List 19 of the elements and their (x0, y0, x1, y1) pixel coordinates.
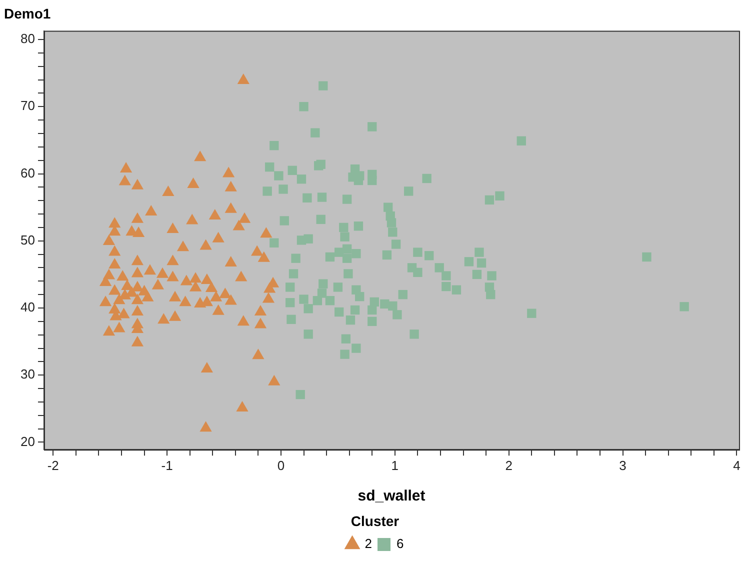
chart-title: Demo1 (4, 5, 51, 22)
x-tick-label: 1 (391, 458, 399, 473)
y-tick-label: 30 (20, 366, 35, 382)
x-tick-label: 2 (505, 458, 512, 473)
y-tick-label: 50 (20, 232, 35, 248)
x-tick-label: -2 (47, 458, 59, 473)
legend-title: Cluster (350, 513, 400, 530)
x-tick-label: 4 (733, 458, 740, 473)
y-tick-label: 70 (20, 98, 35, 114)
y-tick-label: 80 (20, 31, 35, 46)
y-tick-label: 20 (20, 434, 35, 449)
y-tick-label: 40 (20, 300, 35, 315)
x-tick-label: 0 (277, 458, 285, 473)
x-axis-title: sd_wallet (358, 487, 426, 504)
x-tick-label: -1 (161, 458, 173, 473)
x-tick-label: 3 (619, 458, 626, 473)
legend-label: 2 (364, 536, 372, 552)
y-tick-label: 60 (20, 165, 35, 180)
legend-label: 6 (396, 536, 404, 552)
